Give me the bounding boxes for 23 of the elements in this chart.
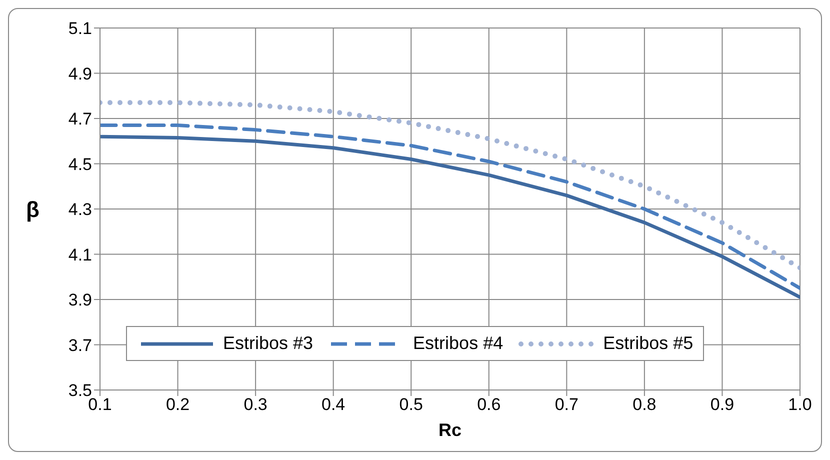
y-tick-label: 3.7: [68, 336, 92, 355]
x-tick-label: 0.9: [710, 395, 734, 414]
y-tick-label: 4.3: [68, 200, 92, 220]
y-tick-label: 4.7: [68, 110, 92, 129]
legend-label: Estribos #3: [223, 333, 314, 354]
x-tick-label: 1.0: [788, 395, 812, 414]
y-axis-title: β: [26, 196, 40, 222]
x-tick-label: 0.7: [554, 395, 578, 414]
y-tick-label: 4.9: [68, 64, 92, 84]
x-tick-label: 0.6: [477, 395, 501, 414]
legend-label: Estribos #5: [603, 333, 694, 354]
y-tick-label: 5.1: [68, 19, 92, 38]
x-tick-label: 0.4: [322, 395, 346, 414]
x-tick-label: 0.8: [632, 395, 656, 414]
x-axis-title: Rc: [438, 420, 462, 440]
y-tick-label: 4.1: [68, 245, 92, 264]
y-tick-label: 3.9: [68, 290, 92, 310]
legend-label: Estribos #4: [413, 333, 504, 354]
x-tick-label: 0.2: [166, 395, 190, 414]
x-tick-label: 0.5: [399, 395, 423, 414]
x-tick-label: 0.1: [88, 395, 112, 414]
y-tick-label: 4.5: [68, 154, 92, 174]
x-tick-label: 0.3: [244, 395, 268, 414]
